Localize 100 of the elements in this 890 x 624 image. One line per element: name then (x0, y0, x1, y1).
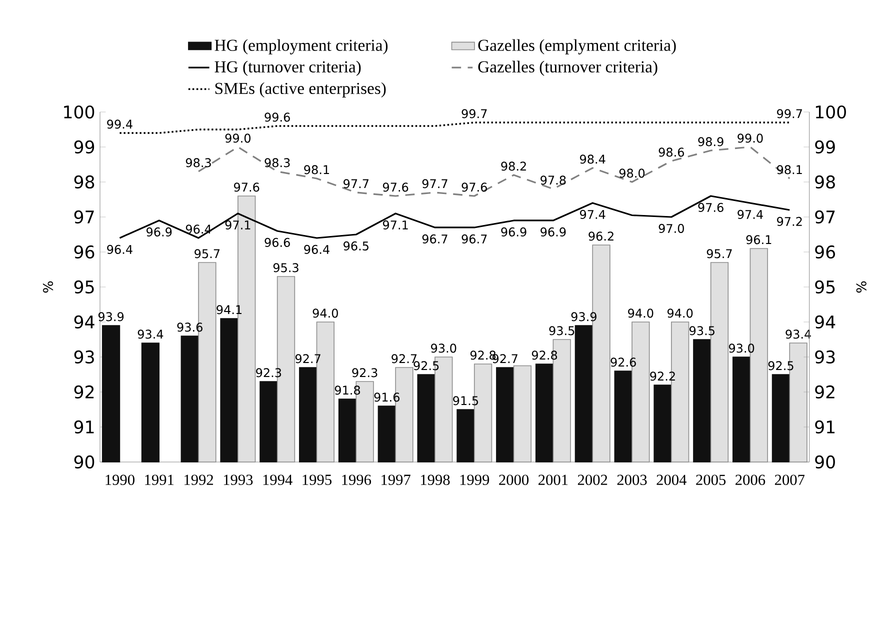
x-tick-label: 1996 (342, 474, 372, 485)
data-label: 94.0 (312, 308, 338, 318)
data-label: 97.6 (698, 202, 724, 212)
y-tick-label: 100 (64, 105, 94, 119)
data-label: 99.7 (777, 109, 802, 118)
x-tick-label: 2005 (696, 474, 726, 486)
x-tick-label: 1992 (184, 474, 214, 485)
x-tick-label: 2004 (656, 474, 686, 486)
data-label: 96.7 (462, 234, 487, 244)
x-tick-label: 2007 (774, 474, 805, 486)
y2-tick-label: 92 (815, 385, 834, 399)
data-label: 96.9 (501, 227, 526, 236)
data-label: 93.0 (431, 344, 456, 353)
data-label: 94.1 (216, 305, 242, 314)
x-tick-label: 2006 (736, 474, 766, 486)
y2-tick-label: 98 (815, 175, 835, 189)
x-tick-label: 1993 (224, 474, 253, 485)
data-label: 96.9 (146, 227, 172, 236)
y-tick-label: 96 (74, 245, 94, 259)
data-label: 94.0 (628, 308, 654, 318)
data-label: 98.0 (619, 168, 645, 178)
x-tick-label: 1999 (460, 474, 490, 485)
data-label: 94.0 (667, 308, 693, 318)
data-label: 92.7 (295, 354, 320, 364)
y2-tick-label: 91 (815, 420, 835, 434)
data-label: 92.5 (768, 361, 794, 370)
data-label: 99.4 (107, 120, 132, 129)
x-tick-label: 2001 (538, 474, 568, 486)
data-label: 93.0 (728, 344, 754, 353)
data-label: 92.5 (414, 361, 439, 370)
data-label: 96.5 (344, 241, 368, 250)
data-label: 93.9 (98, 312, 124, 322)
data-label: 98.3 (264, 158, 290, 168)
data-label: 93.5 (549, 326, 574, 336)
y2-axis-title: % (856, 281, 866, 293)
y2-tick-label: 100 (816, 105, 846, 119)
data-label: 95.7 (706, 249, 732, 258)
y2-tick-label: 94 (815, 315, 836, 329)
x-tick-label: 1998 (420, 474, 450, 486)
legend-label: HG (turnover criteria) (214, 60, 361, 76)
y-tick-label: 91 (74, 420, 94, 434)
data-label: 91.6 (374, 392, 400, 402)
y-tick-label: 98 (74, 175, 94, 189)
x-tick-label: 1997 (382, 474, 410, 485)
legend-label: HG (employment criteria) (214, 39, 388, 54)
data-label: 93.5 (690, 326, 714, 336)
data-label: 98.2 (501, 162, 526, 171)
data-label: 99.6 (264, 112, 290, 122)
y-tick-label: 97 (74, 210, 94, 224)
data-label: 97.7 (344, 179, 368, 188)
data-label: 91.5 (453, 396, 478, 406)
x-tick-label: 2002 (578, 474, 608, 486)
data-label: 97.4 (738, 210, 763, 219)
y-axis-title: % (42, 281, 54, 293)
data-label: 93.6 (177, 322, 202, 332)
data-label: 91.8 (334, 386, 360, 395)
data-label: 93.4 (786, 330, 811, 339)
data-label: 99.7 (462, 109, 487, 118)
y-tick-label: 92 (74, 385, 94, 399)
data-label: 95.7 (194, 249, 220, 258)
data-label: 98.1 (304, 165, 329, 174)
data-label: 92.7 (392, 354, 417, 364)
data-label: 97.7 (422, 179, 448, 188)
data-label: 99.0 (738, 134, 763, 143)
x-tick-label: 1995 (302, 474, 332, 485)
data-label: 92.6 (610, 358, 636, 367)
data-label: 95.3 (273, 263, 298, 272)
legend-label: SMEs (active enterprises) (215, 82, 386, 98)
data-label: 98.3 (186, 158, 211, 168)
y-tick-label: 93 (74, 350, 94, 364)
data-label: 96.4 (304, 244, 330, 254)
data-label: 98.9 (698, 137, 724, 146)
data-label: 96.6 (264, 238, 290, 247)
x-tick-label: 2000 (499, 474, 529, 486)
data-label: 97.1 (225, 220, 250, 230)
y2-tick-label: 95 (815, 280, 835, 294)
data-label: 97.4 (580, 210, 606, 219)
y-tick-label: 99 (74, 140, 94, 154)
y2-tick-label: 99 (815, 140, 835, 154)
data-label: 97.6 (382, 182, 408, 192)
data-label: 97.6 (462, 182, 487, 192)
data-label: 96.1 (746, 235, 772, 244)
data-label: 92.2 (650, 372, 675, 381)
x-tick-label: 1991 (145, 474, 174, 485)
data-label: 92.3 (256, 368, 282, 378)
data-label: 97.2 (777, 216, 802, 226)
y-tick-label: 94 (74, 315, 94, 329)
data-label: 98.6 (658, 148, 684, 157)
data-label: 97.0 (658, 224, 684, 233)
data-label: 96.2 (588, 232, 614, 241)
x-tick-label: 1990 (106, 474, 134, 486)
data-label: 93.9 (571, 312, 596, 322)
y2-tick-label: 90 (815, 455, 835, 469)
data-label: 96.9 (540, 227, 566, 236)
data-label: 98.4 (580, 154, 606, 164)
data-label: 96.7 (422, 234, 448, 244)
data-label: 96.4 (107, 244, 132, 254)
data-label: 97.8 (540, 176, 566, 185)
x-tick-label: 2003 (617, 474, 647, 486)
data-label: 97.1 (382, 220, 408, 230)
